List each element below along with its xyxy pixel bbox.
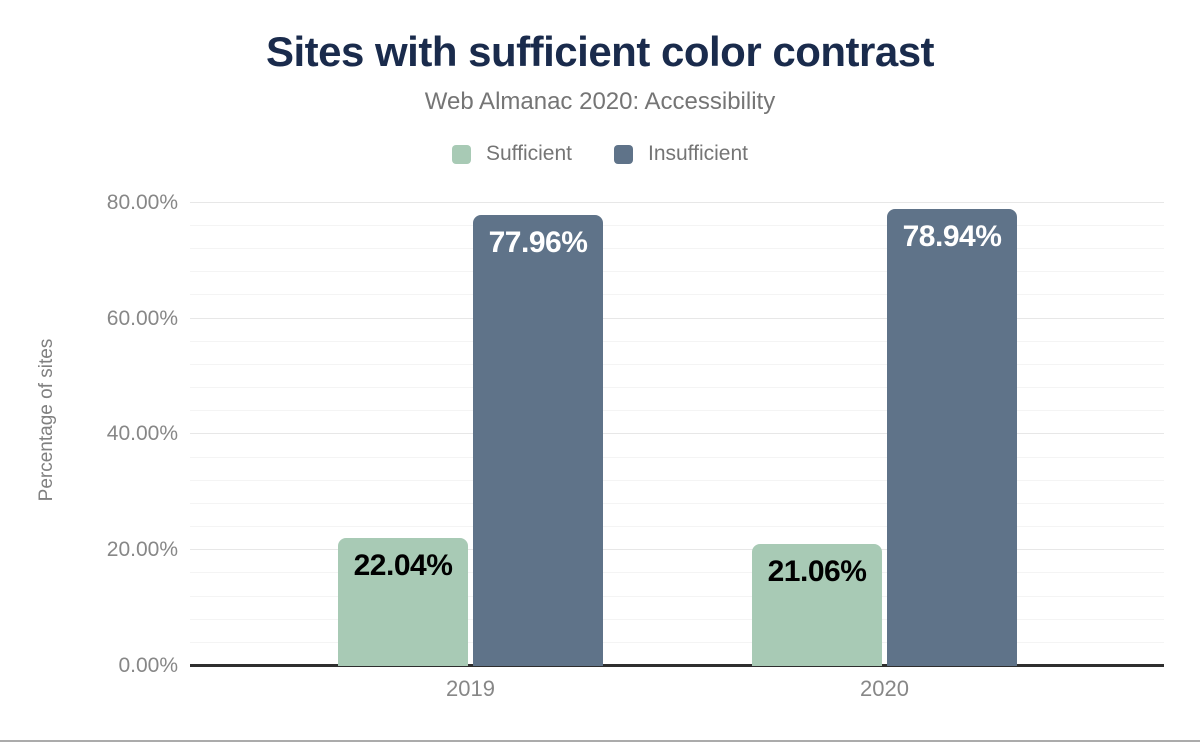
minor-gridline (190, 387, 1164, 389)
major-gridline (190, 317, 1164, 319)
major-gridline (190, 201, 1164, 203)
minor-gridline (190, 224, 1164, 226)
minor-gridline (190, 248, 1164, 250)
y-tick-label: 60.00% (106, 306, 178, 330)
minor-gridline (190, 595, 1164, 597)
legend-item-sufficient: Sufficient (451, 142, 572, 166)
bar-sufficient-2020: 21.06% (752, 544, 882, 666)
y-tick-label: 40.00% (106, 422, 178, 446)
legend-item-insufficient: Insufficient (613, 142, 748, 166)
y-axis-ticks: 0.00% 20.00% 40.00% 60.00% 80.00% (40, 0, 178, 740)
major-gridline (190, 549, 1164, 551)
bar-value-label: 77.96% (488, 225, 588, 259)
major-gridline (190, 433, 1164, 435)
minor-gridline (190, 502, 1164, 504)
x-tick-label-2019: 2019 (446, 676, 495, 701)
minor-gridline (190, 294, 1164, 296)
minor-gridline (190, 410, 1164, 412)
legend-label: Insufficient (647, 142, 748, 165)
minor-gridline (190, 340, 1164, 342)
minor-gridline (190, 641, 1164, 643)
x-axis-line (190, 664, 1164, 667)
legend-swatch-insufficient (613, 144, 633, 164)
y-tick-label: 20.00% (106, 538, 178, 562)
y-tick-label: 80.00% (106, 190, 178, 214)
legend-swatch-sufficient (451, 144, 471, 164)
minor-gridline (190, 526, 1164, 528)
legend-label: Sufficient (485, 142, 572, 165)
plot-area: 22.04% 77.96% 21.06% 78.94% (190, 190, 1164, 667)
minor-gridline (190, 618, 1164, 620)
x-tick-label-2020: 2020 (860, 676, 909, 701)
x-axis-ticks: 2019 2020 (190, 676, 1164, 706)
bar-value-label: 21.06% (767, 555, 867, 589)
legend: Sufficient Insufficient (0, 142, 1200, 166)
bar-insufficient-2019: 77.96% (473, 214, 603, 666)
minor-gridline (190, 572, 1164, 574)
minor-gridline (190, 456, 1164, 458)
minor-gridline (190, 363, 1164, 365)
bar-value-label: 22.04% (353, 549, 453, 583)
chart-title: Sites with sufficient color contrast (265, 28, 935, 75)
y-tick-label: 0.00% (118, 654, 178, 677)
bar-value-label: 78.94% (902, 219, 1002, 253)
bar-sufficient-2019: 22.04% (338, 538, 468, 666)
minor-gridline (190, 271, 1164, 273)
chart-subtitle: Web Almanac 2020: Accessibility (424, 88, 776, 115)
minor-gridline (190, 479, 1164, 481)
bar-insufficient-2020: 78.94% (887, 208, 1017, 666)
